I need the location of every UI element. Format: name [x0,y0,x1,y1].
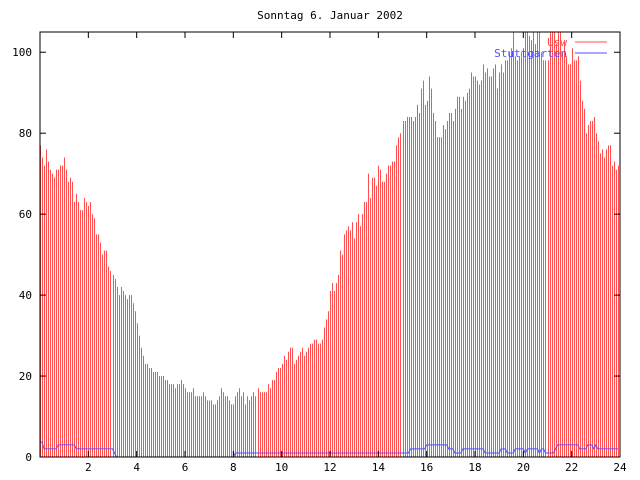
x-tick-label: 12 [323,461,336,474]
x-tick-label: 14 [372,461,386,474]
legend-label-usw: Usw [547,36,567,49]
chart-title: Sonntag 6. Januar 2002 [257,9,403,22]
x-tick-label: 4 [133,461,140,474]
x-tick-label: 22 [565,461,578,474]
x-tick-label: 16 [420,461,433,474]
y-tick-label: 40 [19,289,32,302]
usw-bars [40,32,619,457]
x-tick-label: 6 [182,461,189,474]
legend-label-stuttgarten: Stuttgarten [494,47,567,60]
x-tick-label: 8 [230,461,237,474]
y-tick-label: 80 [19,127,32,140]
x-tick-label: 10 [275,461,288,474]
y-tick-label: 0 [25,451,32,464]
legend: Usw Stuttgarten [494,36,607,60]
y-axis: 0 20 40 60 80 100 [12,46,620,464]
y-tick-label: 20 [19,370,32,383]
x-tick-label: 20 [517,461,530,474]
x-tick-label: 2 [85,461,92,474]
y-tick-label: 100 [12,46,32,59]
y-tick-label: 60 [19,208,32,221]
x-axis: 2 4 6 8 10 12 14 16 18 20 22 24 [85,32,627,474]
x-tick-label: 18 [468,461,481,474]
x-tick-label: 24 [613,461,627,474]
